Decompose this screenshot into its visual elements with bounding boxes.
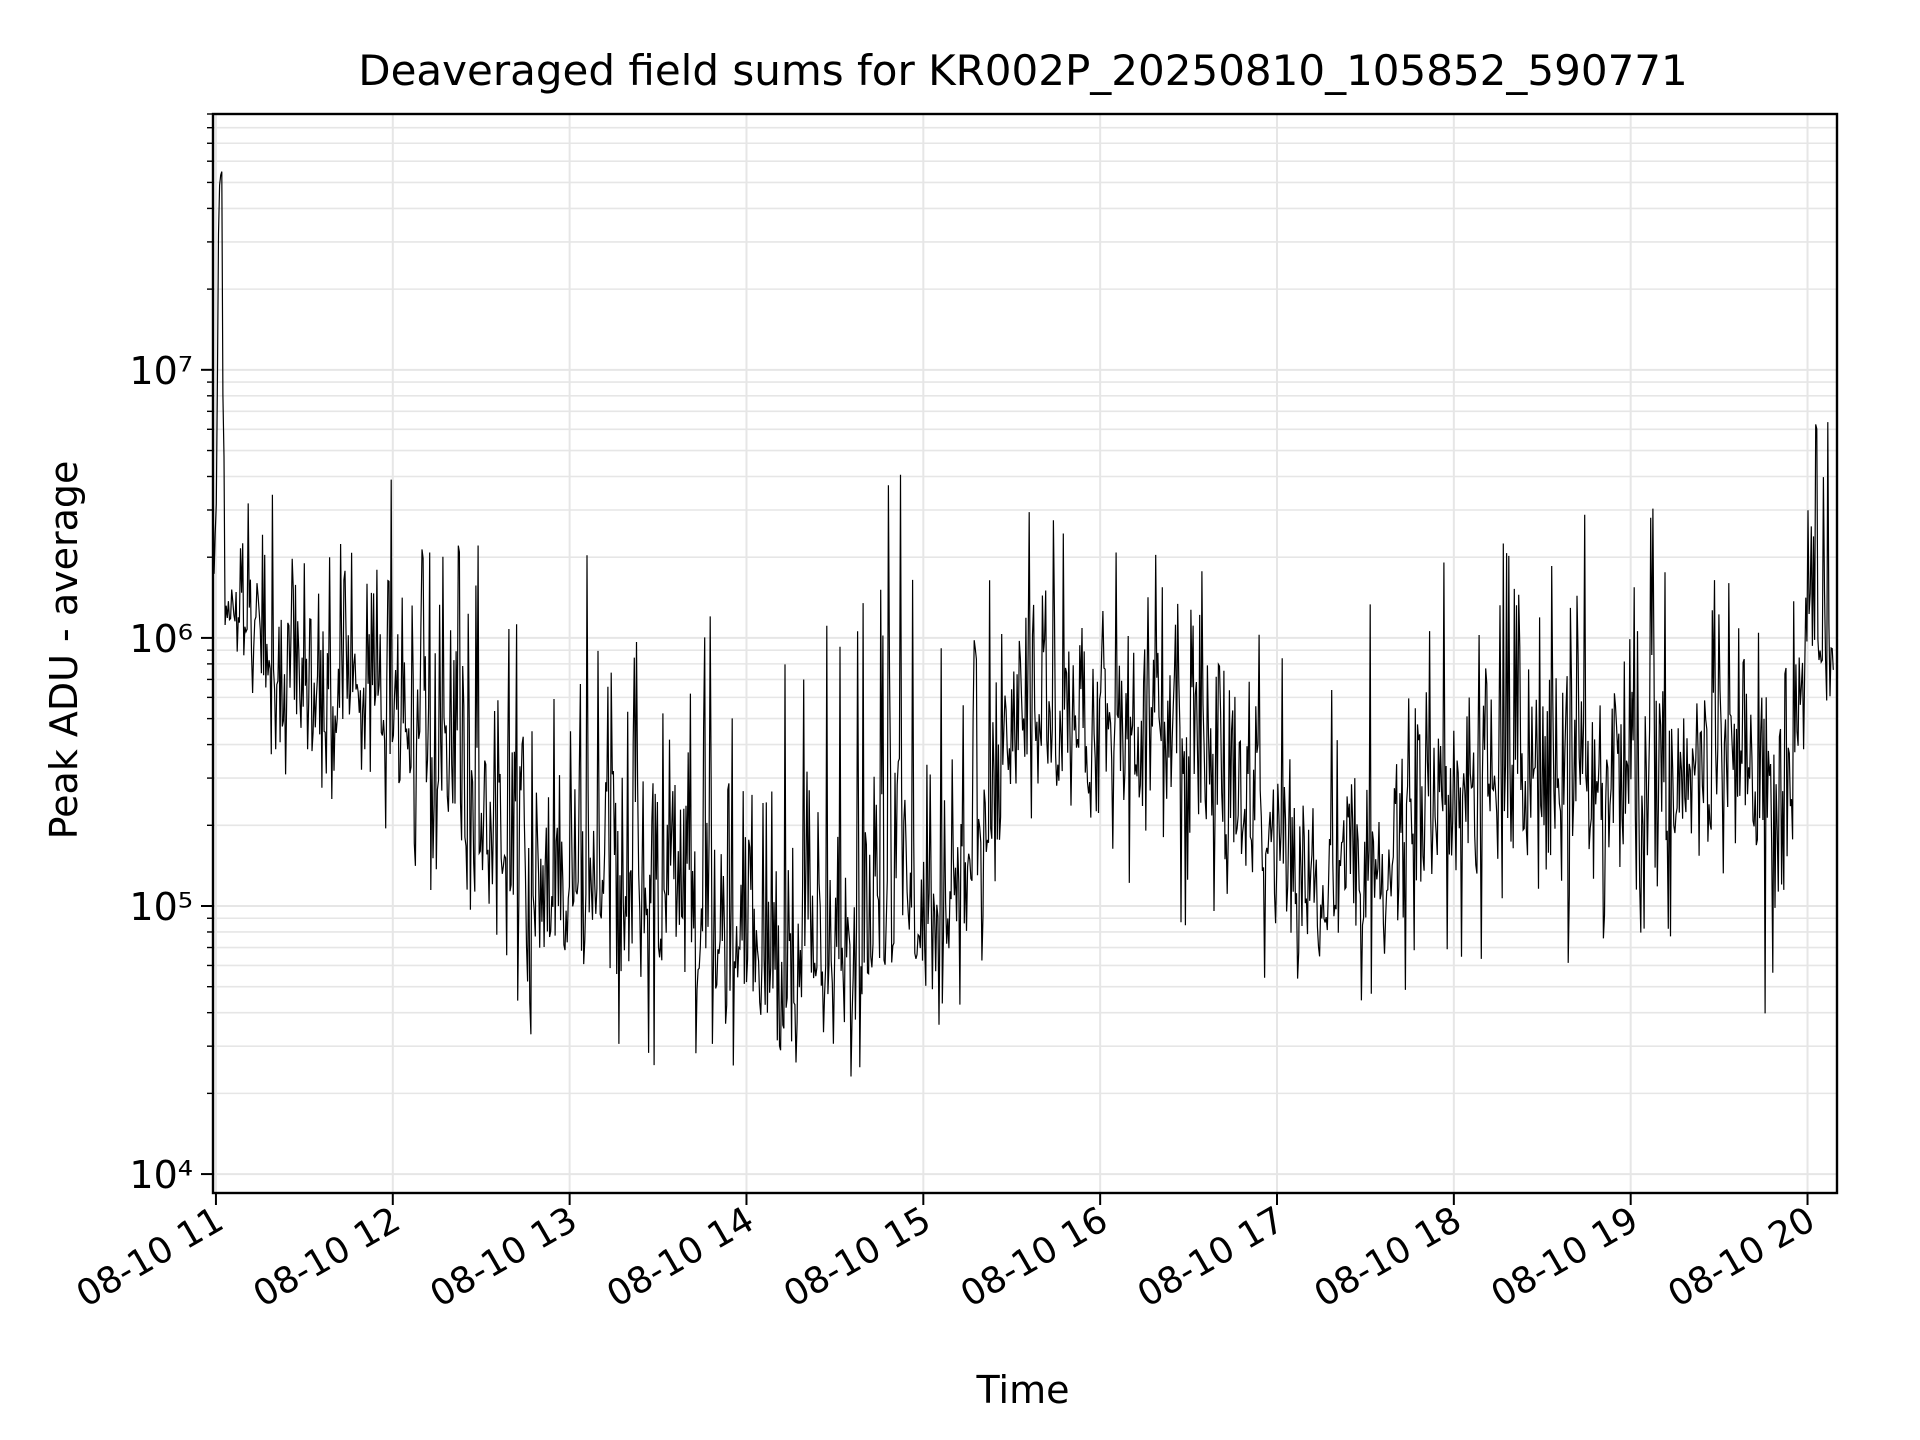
x-tick-label: 08-10 19 bbox=[1485, 1199, 1646, 1315]
y-tick-label: 10⁷ bbox=[129, 349, 193, 393]
y-axis: 10⁴ 10⁵ 10⁶ 10⁷ bbox=[129, 113, 213, 1197]
y-axis-label: Peak ADU - average bbox=[42, 461, 86, 840]
x-tick-label: 08-10 20 bbox=[1661, 1199, 1822, 1315]
plot-frame bbox=[211, 112, 1839, 1195]
series-area bbox=[212, 171, 1834, 1077]
y-tick-label: 10⁶ bbox=[129, 617, 193, 661]
x-tick-label: 08-10 15 bbox=[777, 1199, 938, 1315]
y-tick-label: 10⁵ bbox=[129, 885, 193, 929]
chart-title: Deaveraged field sums for KR002P_2025081… bbox=[358, 46, 1688, 95]
x-axis-label: Time bbox=[976, 1368, 1070, 1412]
series-line bbox=[212, 171, 1834, 1077]
x-tick-label: 08-10 18 bbox=[1308, 1199, 1469, 1315]
x-tick-label: 08-10 11 bbox=[70, 1199, 231, 1315]
x-axis: 08-10 11 08-10 12 08-10 13 08-10 14 08-10 15… bbox=[70, 1193, 1822, 1316]
x-tick-label: 08-10 12 bbox=[247, 1199, 408, 1315]
x-tick-label: 08-10 16 bbox=[954, 1199, 1115, 1315]
x-tick-label: 08-10 13 bbox=[423, 1199, 584, 1315]
x-tick-label: 08-10 17 bbox=[1131, 1199, 1292, 1315]
x-tick-label: 08-10 14 bbox=[600, 1199, 761, 1315]
y-tick-label: 10⁴ bbox=[129, 1153, 193, 1197]
